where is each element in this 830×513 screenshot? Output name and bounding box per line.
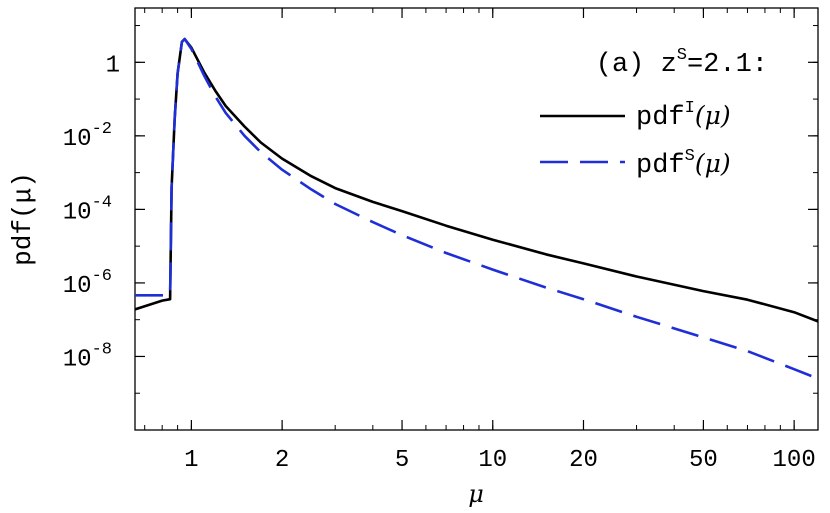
x-tick-label: 1 xyxy=(184,447,198,474)
series-line-pdf-i xyxy=(135,37,818,323)
x-tick-label: 100 xyxy=(773,447,816,474)
legend-label-pdf-s: pdfS(μ) xyxy=(636,147,731,181)
legend-header: (a) zS=2.1: xyxy=(596,46,768,80)
legend: (a) zS=2.1: pdfI(μ) pdfS(μ) xyxy=(540,46,768,181)
x-tick-label: 20 xyxy=(569,447,598,474)
x-tick-label: 10 xyxy=(478,447,507,474)
y-tick-label: 10-2 xyxy=(63,120,112,153)
y-tick-label: 10-8 xyxy=(63,340,112,373)
x-tick-label: 2 xyxy=(275,447,289,474)
ticks xyxy=(135,8,818,431)
series-line-pdf-s xyxy=(135,37,818,380)
series xyxy=(135,37,818,380)
y-tick-label: 10-4 xyxy=(63,193,112,226)
y-tick-label: 10-6 xyxy=(63,267,112,300)
plot-frame xyxy=(134,7,819,431)
legend-label-pdf-i: pdfI(μ) xyxy=(636,99,731,133)
x-axis-title: μ xyxy=(468,480,484,508)
x-tick-label: 50 xyxy=(689,447,718,474)
y-tick-label: 1 xyxy=(106,52,120,79)
y-tick-labels: 1 10-2 10-4 10-6 10-8 xyxy=(63,52,120,373)
y-axis-title: pdf(μ) xyxy=(8,172,38,266)
x-tick-label: 5 xyxy=(395,447,409,474)
x-tick-labels: 1 2 5 10 20 50 100 xyxy=(184,447,816,474)
